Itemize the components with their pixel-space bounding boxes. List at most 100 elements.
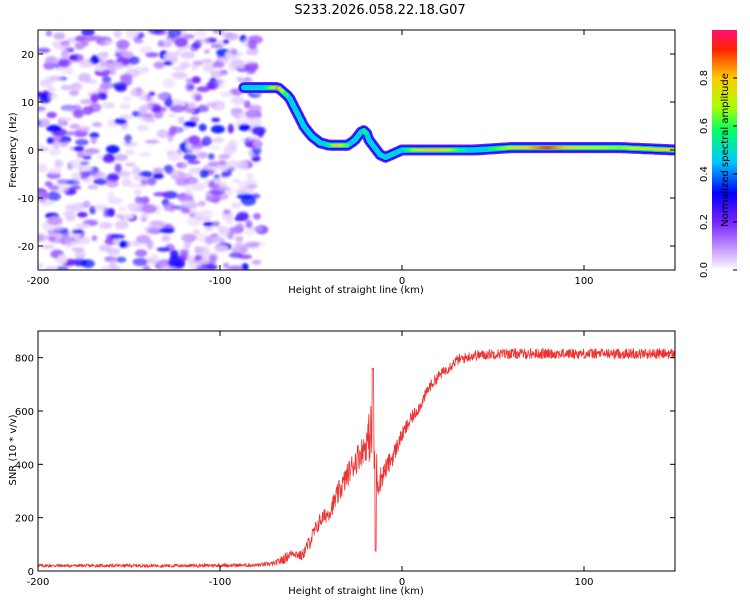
colorbar-ticks: 0.0 0.2 0.4 0.6 0.8 (699, 70, 737, 278)
noise-blob (63, 131, 77, 136)
noise-blob (46, 111, 57, 119)
noise-blob (166, 55, 178, 63)
noise-blob (136, 124, 149, 132)
y-tick-label: 0 (28, 146, 34, 157)
noise-blob (140, 196, 150, 205)
noise-blob (182, 34, 195, 40)
noise-blob (141, 104, 154, 111)
noise-blob (82, 178, 93, 183)
noise-blob (60, 117, 73, 122)
noise-blob (94, 65, 106, 72)
noise-blob (119, 114, 133, 120)
noise-blob (198, 123, 207, 132)
noise-blob (174, 49, 182, 56)
noise-blob (223, 262, 230, 269)
noise-blob (115, 256, 127, 263)
noise-blob (45, 30, 53, 37)
noise-blob (167, 113, 176, 119)
noise-blob (156, 247, 170, 252)
noise-blob (246, 48, 259, 56)
noise-blob (197, 104, 210, 113)
noise-blob (71, 185, 82, 190)
noise-blob (107, 191, 115, 200)
noise-blob (38, 191, 49, 199)
colorbar-gradient (712, 30, 737, 270)
noise-blob (234, 242, 243, 250)
noise-blob (101, 101, 112, 109)
noise-blob (114, 153, 128, 162)
noise-blob (48, 167, 62, 175)
noise-blob (72, 258, 87, 267)
noise-blob (227, 123, 234, 134)
noise-blob (167, 152, 182, 162)
noise-blob (159, 227, 175, 234)
noise-blob (87, 185, 99, 190)
noise-blob (54, 183, 70, 193)
noise-blob (82, 106, 94, 115)
noise-blob (52, 140, 60, 150)
noise-blob (102, 154, 116, 163)
noise-blob (57, 254, 68, 264)
noise-blob (142, 265, 151, 270)
colorbar-label: Normalized spectral amplitude (720, 73, 731, 227)
noise-blob (150, 105, 162, 113)
noise-blob (94, 204, 108, 211)
noise-blob (84, 148, 100, 154)
noise-blob (59, 44, 72, 52)
noise-blob (148, 91, 156, 97)
noise-blob (243, 100, 251, 109)
noise-blob (118, 206, 127, 212)
noise-blob (40, 244, 55, 249)
noise-blob (54, 159, 63, 168)
x-tick-label: -200 (27, 577, 50, 588)
noise-blob (46, 216, 63, 226)
noise-blob (212, 30, 224, 34)
noise-blob (181, 233, 197, 243)
noise-blob (38, 262, 44, 269)
colorbar-tick-label: 0.2 (699, 214, 710, 230)
noise-blob (106, 247, 121, 256)
noise-blob (159, 258, 168, 268)
noise-blob (200, 209, 214, 218)
noise-blob (134, 196, 142, 205)
noise-blob (164, 164, 174, 175)
noise-blob (48, 184, 60, 191)
x-tick-label: 100 (574, 276, 593, 287)
noise-blob (98, 221, 113, 230)
noise-blob (121, 178, 132, 187)
noise-blob (153, 173, 164, 180)
noise-blob (213, 178, 222, 185)
noise-blob (75, 139, 89, 146)
noise-blob (139, 46, 153, 55)
noise-blob (48, 75, 63, 82)
noise-blob (99, 61, 111, 67)
noise-blob (251, 259, 262, 265)
noise-blob (38, 234, 45, 242)
noise-blob (141, 204, 158, 214)
x-tick-label: 100 (574, 577, 593, 588)
noise-blob (48, 226, 62, 232)
noise-blob (60, 235, 76, 243)
spectrogram-xlabel: Height of straight line (km) (288, 285, 424, 296)
noise-blob (140, 213, 149, 220)
noise-blob (187, 160, 201, 165)
noise-blob (182, 200, 191, 206)
noise-blob (54, 266, 69, 270)
noise-blob (72, 232, 81, 239)
noise-blob (194, 246, 201, 255)
x-tick-label: 0 (399, 276, 405, 287)
noise-blob (211, 235, 226, 245)
noise-blob (218, 226, 231, 236)
noise-blob (78, 61, 94, 68)
noise-blob (38, 106, 46, 111)
noise-blob (207, 153, 215, 160)
noise-blob (216, 185, 230, 192)
snr-series-line (38, 347, 675, 569)
noise-blob (72, 109, 84, 119)
noise-blob (156, 129, 168, 139)
noise-blob (161, 235, 171, 242)
noise-blob (132, 258, 148, 266)
noise-blob (194, 254, 203, 261)
noise-blob (210, 79, 223, 84)
noise-blob (48, 236, 57, 241)
